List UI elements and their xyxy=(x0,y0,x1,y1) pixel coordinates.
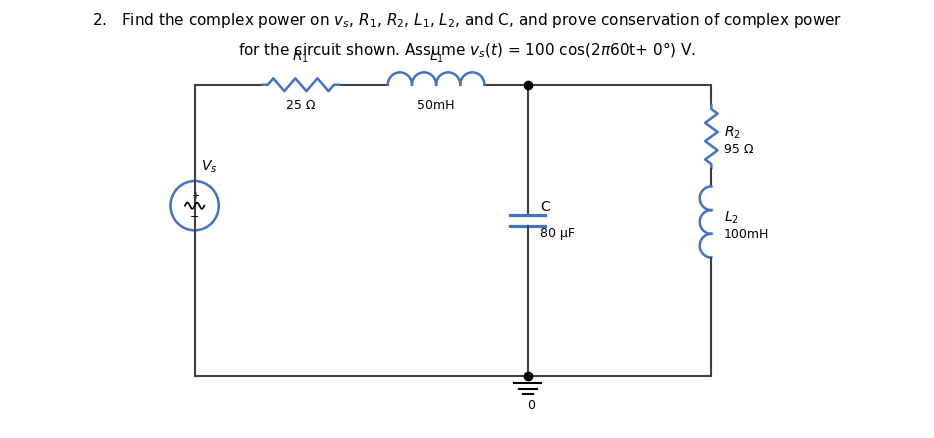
Text: 0: 0 xyxy=(527,399,535,412)
Text: 95 Ω: 95 Ω xyxy=(724,143,754,156)
Text: −: − xyxy=(190,212,199,222)
Text: $V_s$: $V_s$ xyxy=(202,159,218,175)
Text: $R_1$: $R_1$ xyxy=(292,49,309,65)
Text: for the circuit shown. Assume $v_s(t)$ = 100 cos(2$\pi$60t+ 0°) V.: for the circuit shown. Assume $v_s(t)$ =… xyxy=(238,40,696,60)
Text: 80 μF: 80 μF xyxy=(541,227,575,240)
Text: 25 Ω: 25 Ω xyxy=(286,99,316,112)
Text: +: + xyxy=(191,191,199,201)
Text: C: C xyxy=(541,200,550,214)
Text: $L_2$: $L_2$ xyxy=(724,210,739,226)
Text: 50mH: 50mH xyxy=(417,99,455,112)
Text: $R_2$: $R_2$ xyxy=(724,124,741,141)
Text: 100mH: 100mH xyxy=(724,228,770,241)
Text: 2.   Find the complex power on $v_s$, $R_1$, $R_2$, $L_1$, $L_2$, and C, and pro: 2. Find the complex power on $v_s$, $R_1… xyxy=(92,11,842,30)
Text: $L_1$: $L_1$ xyxy=(429,49,444,65)
